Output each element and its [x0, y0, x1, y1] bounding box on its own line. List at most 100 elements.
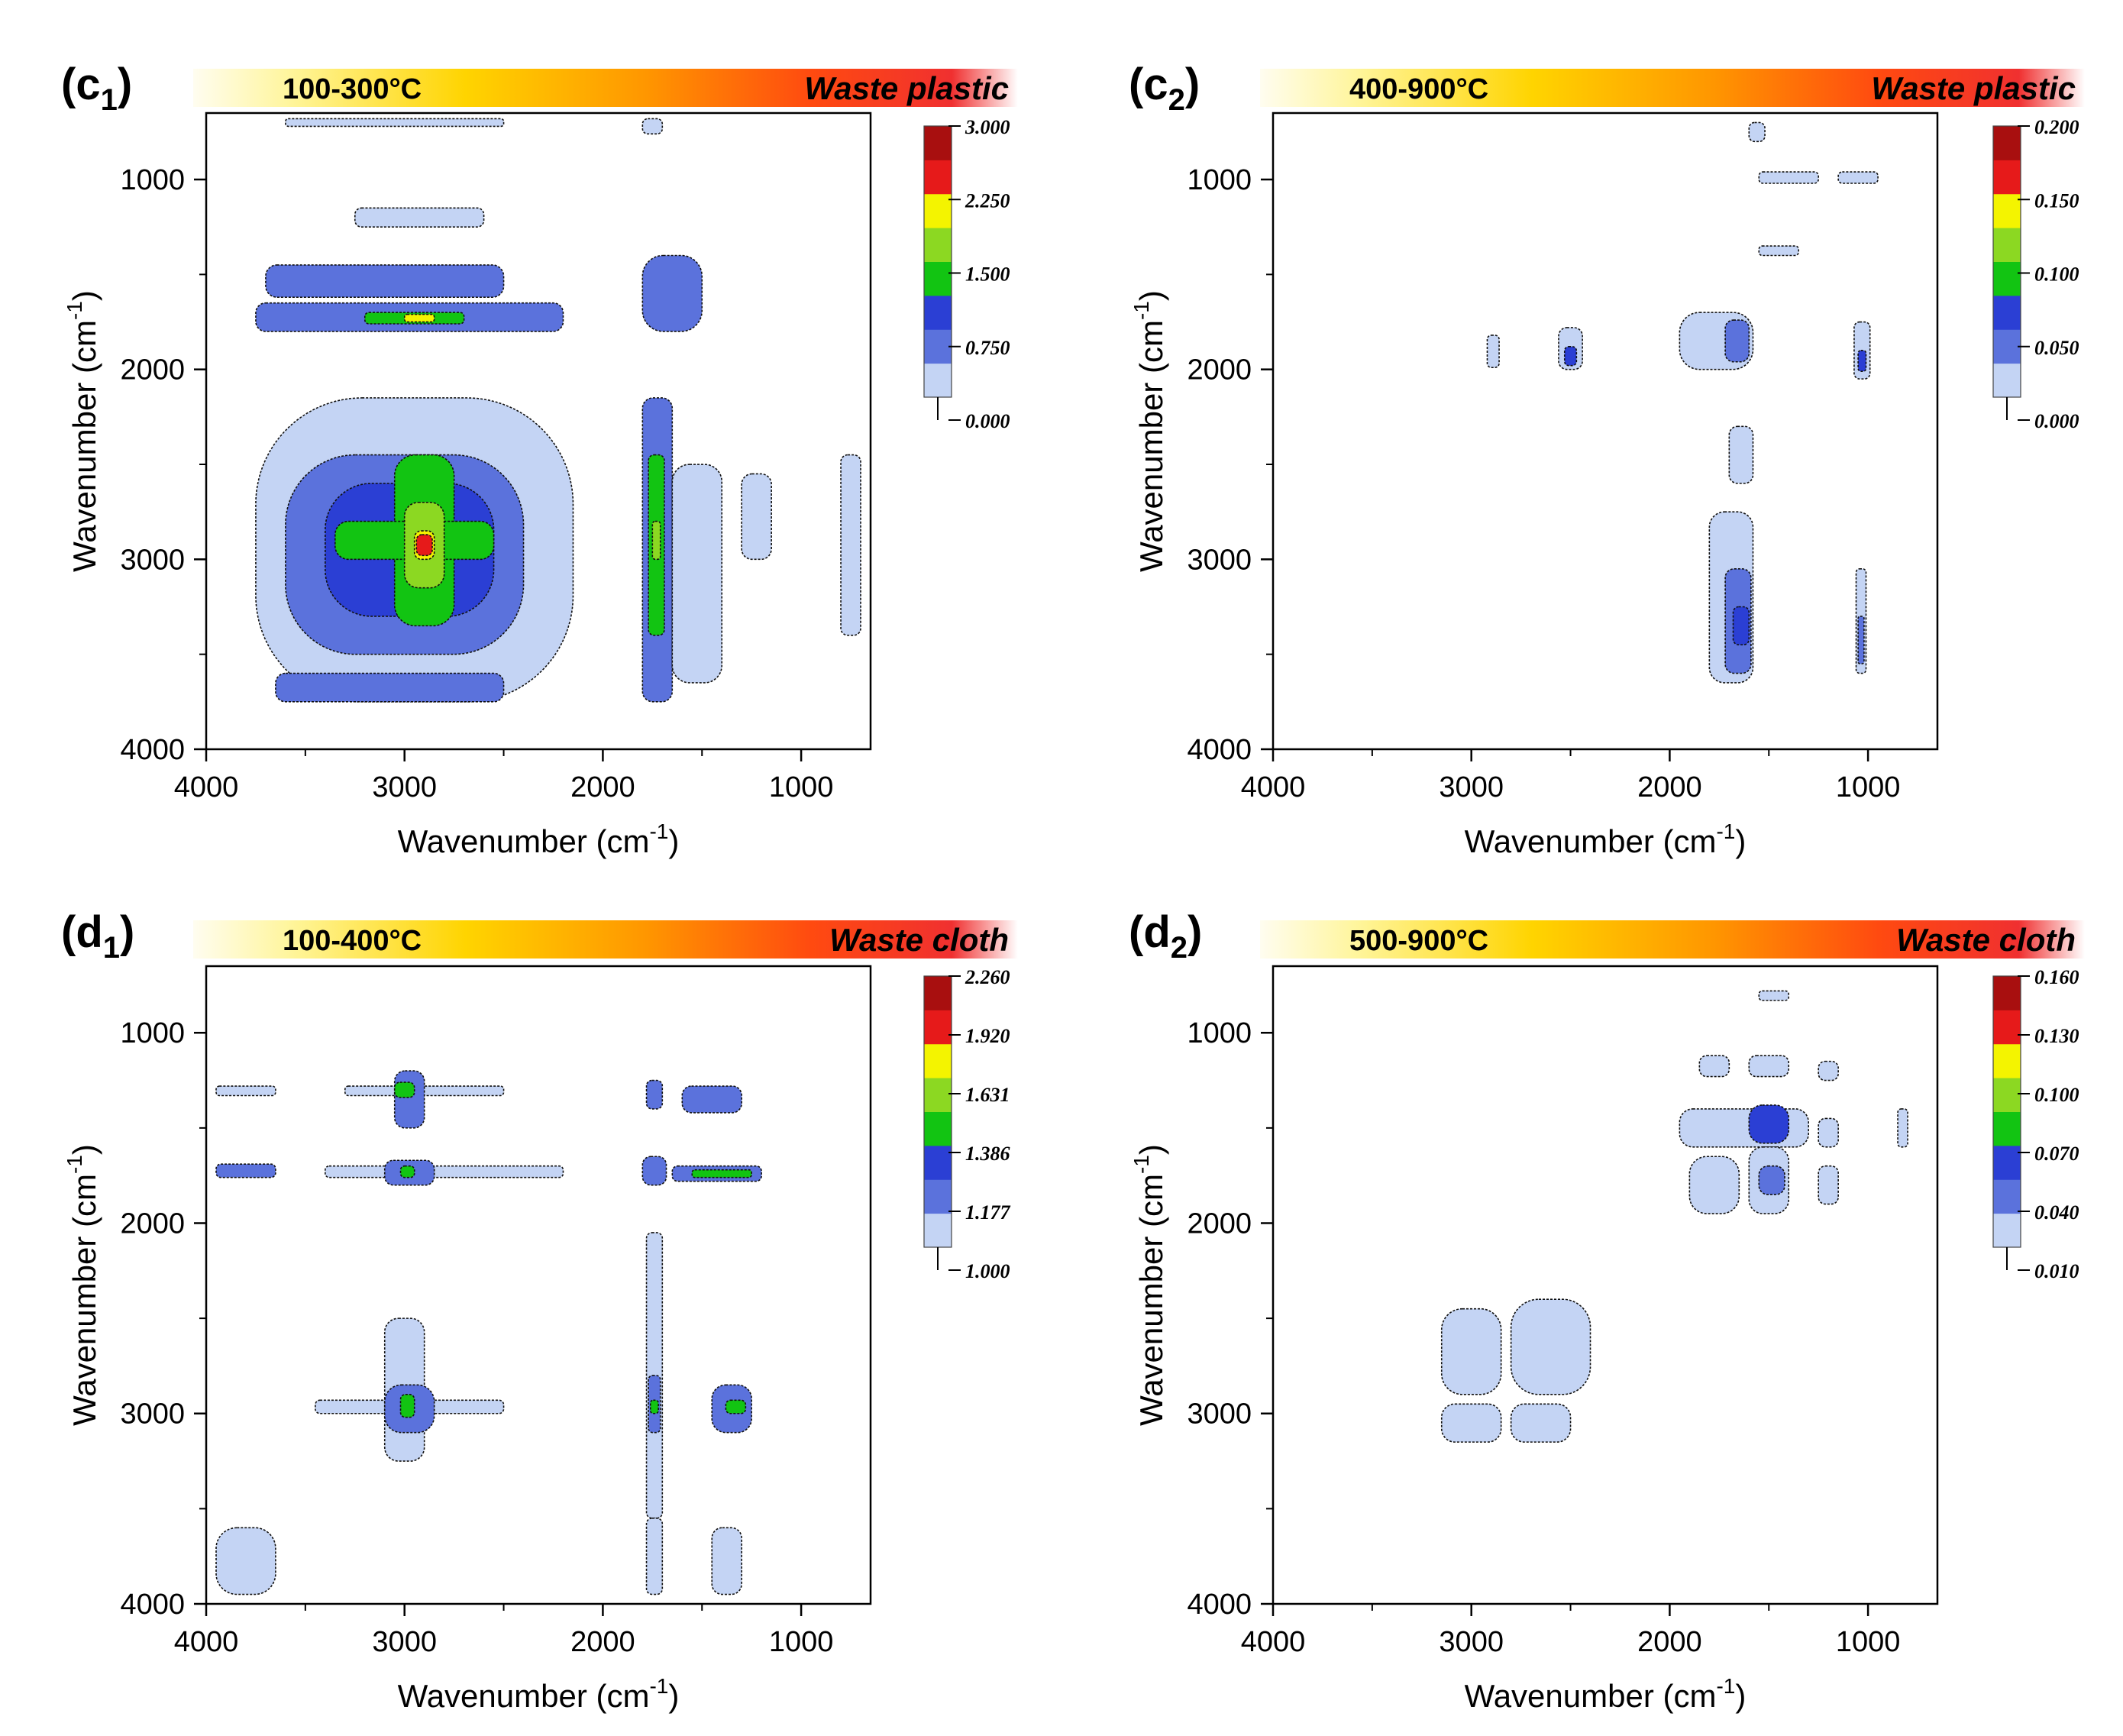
x-tick-label: 2000 [570, 771, 635, 803]
y-tick-label: 1000 [120, 1017, 185, 1049]
x-tick-label: 2000 [1637, 1626, 1702, 1658]
x-tick-label: 1000 [769, 771, 834, 803]
contour-region [645, 1518, 664, 1595]
panel-label-close: ) [1188, 907, 1202, 957]
panel-label: (d2) [1129, 907, 1202, 965]
contour-region [1758, 245, 1800, 257]
contour-region [1563, 346, 1578, 367]
colorbar-segment [924, 1111, 952, 1146]
contour-region [649, 1399, 659, 1414]
contour-region [1510, 1403, 1572, 1443]
plot-frame [1272, 112, 1939, 751]
contour-region [641, 118, 664, 135]
contour-region [1748, 1104, 1790, 1144]
colorbar-segment [1993, 1043, 2021, 1078]
colorbar-segment [924, 193, 952, 228]
contour-region [641, 1156, 667, 1186]
y-axis-title-close: ) [66, 290, 102, 301]
contour-region [1440, 1403, 1502, 1443]
x-axis-title-close: ) [1735, 1678, 1746, 1714]
contour-layer [255, 118, 861, 703]
panel-label-sub: 1 [101, 83, 118, 117]
x-tick-label: 3000 [372, 771, 437, 803]
material-label: Waste cloth [829, 922, 1009, 958]
contour-region [641, 254, 703, 332]
colorbar-tick-label: 0.040 [2034, 1201, 2079, 1224]
y-axis-title-text: Wavenumber (cm [1133, 1174, 1169, 1426]
contour-region [725, 1399, 747, 1414]
contour-region [840, 454, 861, 636]
y-tick-label: 4000 [120, 1589, 185, 1621]
temperature-banner [1260, 920, 2085, 959]
x-axis-title-sup: -1 [1716, 1674, 1735, 1698]
colorbar-segment [1993, 1213, 2021, 1248]
y-tick-label: 4000 [1187, 1589, 1252, 1621]
colorbar-tick-label: 1.386 [965, 1143, 1010, 1165]
colorbar-segment [1993, 1010, 2021, 1045]
contour-region [215, 1163, 276, 1178]
colorbar-segment [1993, 329, 2021, 364]
colorbar-segment [1993, 160, 2021, 195]
x-axis-title: Wavenumber (cm-1) [398, 820, 680, 859]
colorbar-segment [924, 160, 952, 195]
x-tick-label: 4000 [1241, 771, 1306, 803]
contour-region [1440, 1308, 1502, 1395]
x-tick-label: 2000 [1637, 771, 1702, 803]
temperature-banner [193, 920, 1018, 959]
colorbar-tick-label: 1.500 [965, 263, 1010, 286]
contour-region [1748, 121, 1766, 143]
temperature-range: 100-400°C [283, 925, 422, 957]
contour-region [1510, 1298, 1591, 1395]
y-axis-title-text: Wavenumber (cm [66, 1174, 102, 1426]
colorbar-tick-label: 0.010 [2034, 1260, 2079, 1282]
panel-label: (c1) [61, 60, 132, 117]
contour-region [393, 1070, 425, 1129]
plot-frame [1272, 965, 1939, 1605]
contour-region [1758, 1165, 1785, 1195]
contour-region [285, 118, 505, 128]
colorbar-tick-label: 0.160 [2034, 966, 2079, 988]
contour-region [215, 1527, 276, 1595]
panel-label: (c2) [1129, 60, 1200, 117]
y-axis-title-close: ) [1133, 1144, 1169, 1155]
x-axis-title-text: Wavenumber (cm [398, 823, 650, 859]
colorbar-segment [1993, 363, 2021, 398]
contour-region [741, 473, 772, 561]
y-tick-label: 3000 [120, 1398, 185, 1431]
contour-region [265, 264, 505, 298]
x-axis-title-text: Wavenumber (cm [398, 1678, 650, 1714]
colorbar-tick-label: 0.100 [2034, 1084, 2079, 1106]
contour-region [1837, 171, 1879, 184]
colorbar-tick-label: 0.150 [2034, 189, 2079, 212]
x-tick-label: 1000 [769, 1626, 834, 1658]
contour-region [1728, 425, 1754, 484]
panel-label-main: (c [1129, 60, 1168, 109]
y-axis-title: Wavenumber (cm-1) [63, 1144, 102, 1426]
x-axis-title-close: ) [668, 823, 679, 859]
material-label: Waste plastic [1871, 70, 2076, 106]
colorbar-tick-label: 1.920 [965, 1025, 1010, 1047]
contour-region [1724, 319, 1750, 363]
contour-region [275, 672, 505, 703]
contour-region [415, 534, 433, 557]
colorbar-segment [924, 261, 952, 296]
y-tick-label: 4000 [120, 734, 185, 766]
y-tick-label: 1000 [1187, 164, 1252, 196]
colorbar-segment [924, 1043, 952, 1078]
panel-label-sub: 1 [103, 931, 120, 965]
colorbar-segment [924, 329, 952, 364]
x-tick-label: 2000 [570, 1626, 635, 1658]
material-label: Waste cloth [1896, 922, 2076, 958]
y-axis-title-sup: -1 [1129, 1155, 1153, 1174]
panel-label: (d1) [61, 907, 134, 965]
x-tick-label: 3000 [372, 1626, 437, 1658]
contour-region [399, 1165, 415, 1178]
y-tick-label: 1000 [120, 164, 185, 196]
x-axis-title-sup: -1 [1716, 820, 1735, 843]
colorbar-segment [924, 1078, 952, 1112]
panel-d2: (d2) 500-900°C Waste cloth 4000 3000 2000 1000… [1129, 907, 2085, 1714]
x-axis-title-close: ) [668, 1678, 679, 1714]
colorbar-segment [1993, 228, 2021, 262]
